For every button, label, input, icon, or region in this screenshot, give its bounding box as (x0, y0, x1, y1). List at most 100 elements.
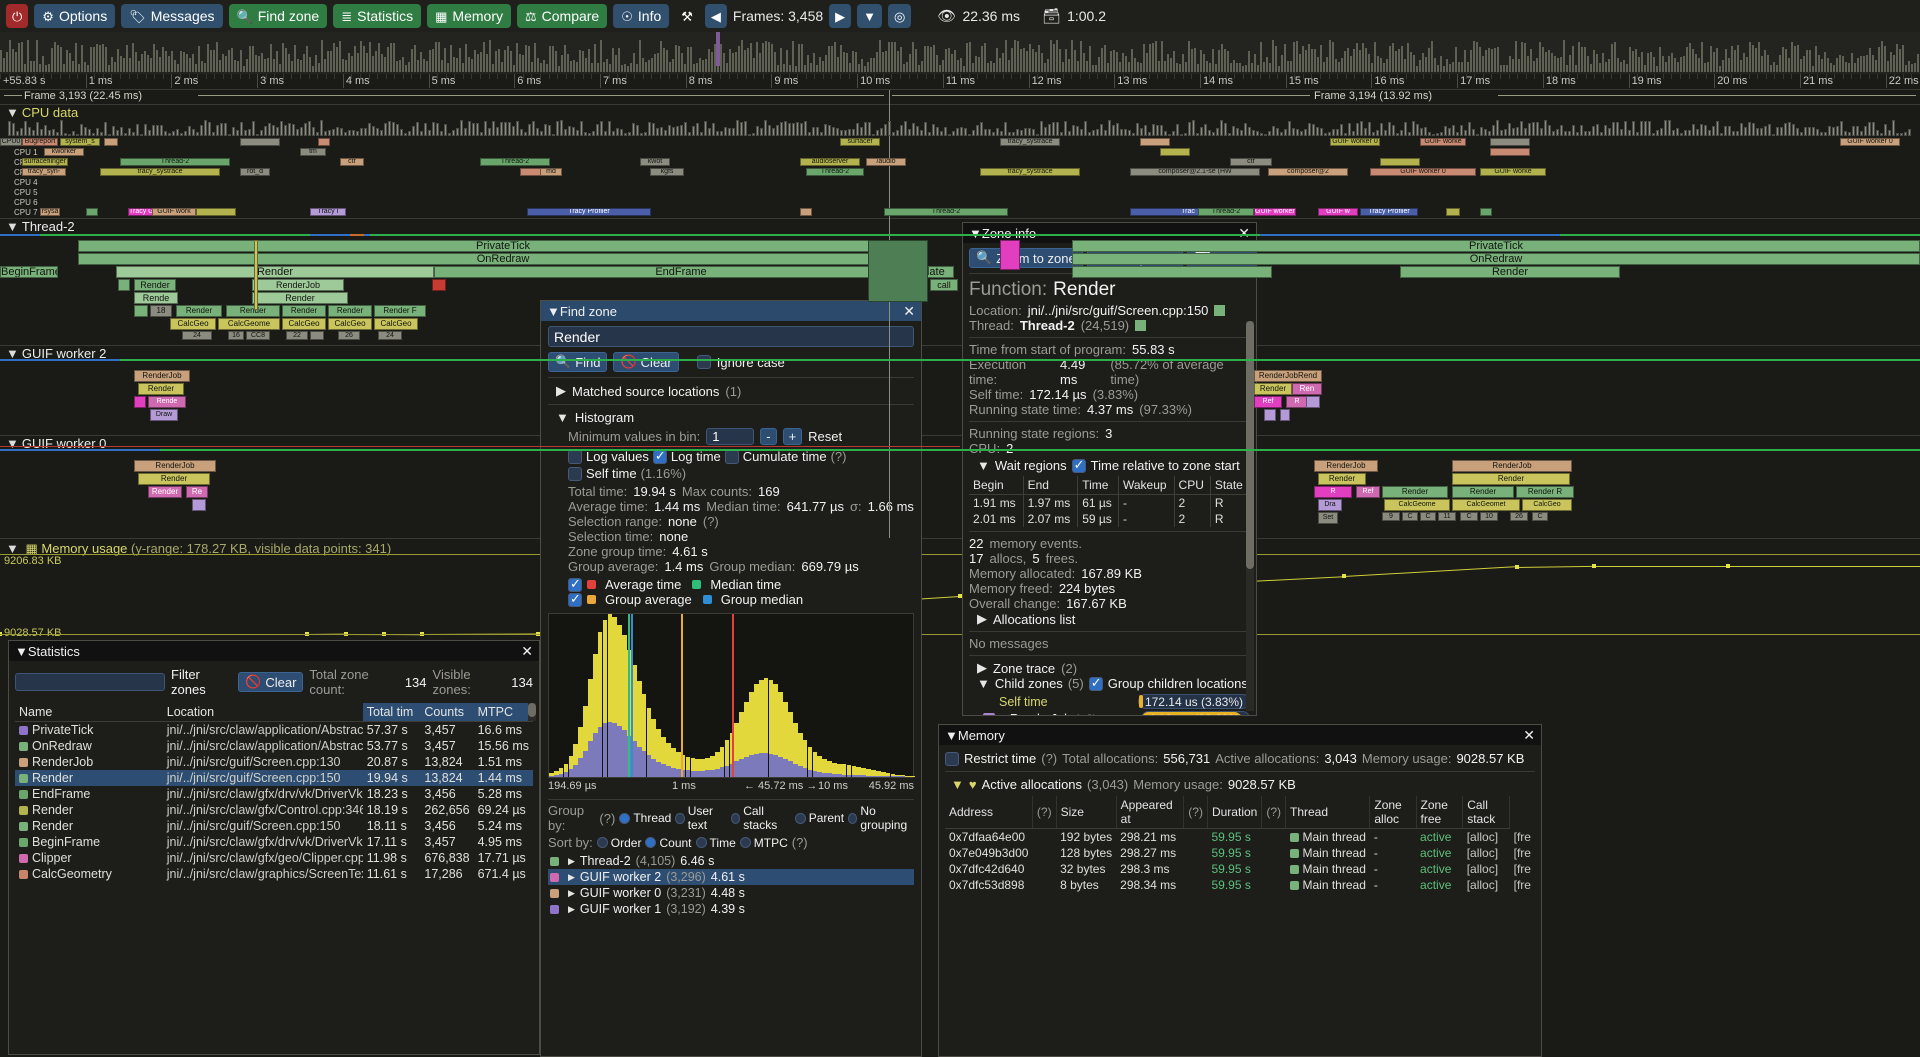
timeline-zone[interactable] (1768, 124, 1771, 136)
track-header-memory-usage[interactable]: ▼ ▦ Memory usage (y-range: 178.27 KB, vi… (6, 541, 391, 556)
timeline-zone[interactable] (1756, 128, 1759, 136)
timeline-zone[interactable] (368, 122, 371, 136)
memory-plot-point[interactable] (1591, 563, 1596, 568)
timeline-zone[interactable] (200, 125, 203, 136)
zone-info-scrollbar-thumb[interactable] (1246, 321, 1254, 569)
timeline-zone[interactable]: CPU0 (0, 138, 22, 146)
selection-range-hint[interactable]: (?) (702, 514, 719, 529)
timeline-zone[interactable] (172, 130, 175, 136)
timeline-zone[interactable] (392, 121, 395, 136)
timeline-zone[interactable] (1600, 131, 1603, 136)
timeline-zone[interactable] (1040, 121, 1043, 136)
timeline-zone[interactable] (436, 123, 439, 136)
timeline-zone[interactable] (312, 127, 315, 136)
timeline-zone[interactable] (300, 126, 303, 136)
timeline-zone[interactable] (816, 126, 819, 136)
timeline-zone[interactable]: EndFrame (434, 266, 928, 278)
timeline-zone[interactable] (1328, 132, 1331, 136)
timeline-zone[interactable] (1724, 126, 1727, 136)
timeline-zone[interactable]: Tracy Profiler (1360, 208, 1418, 216)
timeline-zone[interactable] (1160, 148, 1190, 156)
close-icon[interactable]: ✕ (521, 642, 533, 659)
timeline-zone[interactable] (388, 120, 391, 136)
timeline-zone[interactable] (1636, 132, 1639, 136)
timeline-zone[interactable] (964, 128, 967, 136)
timeline-zone[interactable] (12, 122, 15, 136)
timeline-zone[interactable] (1332, 129, 1335, 136)
timeline-zone[interactable] (784, 121, 787, 136)
timeline-zone[interactable] (1000, 130, 1003, 136)
timeline-zone[interactable] (268, 123, 271, 136)
table-row[interactable]: Clipper jni/../jni/src/claw/gfx/geo/Clipp… (15, 850, 533, 866)
timeline-zone[interactable] (1416, 124, 1419, 136)
mem-col-zone-free[interactable]: Zone free (1416, 796, 1464, 829)
group-by-hint[interactable]: (?) (599, 810, 616, 826)
caret-right-icon[interactable]: ▶ (568, 887, 575, 898)
timeline-zone[interactable] (1132, 133, 1135, 136)
table-row[interactable]: Render jni/../jni/src/guif/Screen.cpp:150… (15, 770, 533, 786)
timeline-zone[interactable] (1244, 123, 1247, 136)
timeline-zone[interactable] (1352, 130, 1355, 136)
timeline-zone[interactable] (1088, 131, 1091, 136)
timeline-zone[interactable] (1264, 409, 1276, 421)
timeline-zone[interactable] (1572, 125, 1575, 136)
timeline-zone[interactable] (452, 129, 455, 136)
timeline-zone[interactable] (48, 129, 51, 136)
timeline-zone[interactable]: Render (116, 266, 434, 278)
timeline-zone[interactable] (1684, 129, 1687, 136)
timeline-zone[interactable] (1072, 266, 1272, 278)
timeline-zone[interactable] (192, 499, 206, 511)
timeline-zone[interactable] (732, 127, 735, 136)
timeline-zone[interactable] (1580, 125, 1583, 136)
timeline-zone[interactable] (688, 131, 691, 136)
timeline-zone[interactable] (1804, 126, 1807, 136)
timeline-zone[interactable] (1504, 129, 1507, 136)
timeline-zone[interactable] (868, 121, 871, 136)
timeline-zone[interactable] (1312, 124, 1315, 136)
timeline-zone[interactable] (1836, 126, 1839, 136)
timeline-zone[interactable] (152, 124, 155, 136)
timeline-zone[interactable] (244, 129, 247, 136)
timeline-zone[interactable] (1620, 129, 1623, 136)
timeline-zone[interactable] (960, 127, 963, 136)
timeline-zone[interactable] (996, 127, 999, 136)
timeline-zone[interactable] (492, 120, 495, 136)
timeline-zone[interactable] (800, 123, 803, 136)
timeline-zone[interactable] (928, 132, 931, 136)
timeline-zone[interactable] (920, 129, 923, 136)
timeline-zone[interactable] (380, 129, 383, 136)
timeline-zone[interactable]: kwot (640, 158, 670, 166)
timeline-zone[interactable] (1844, 131, 1847, 136)
timeline-zone[interactable]: Thread-2 (1198, 208, 1254, 216)
timeline-zone[interactable] (620, 128, 623, 136)
timeline-zone[interactable]: CalcGeome (1384, 499, 1450, 511)
timeline-zone[interactable] (536, 127, 539, 136)
sort-by-option-count[interactable]: Count (645, 836, 692, 850)
timeline-zone[interactable]: GUIF work (152, 208, 196, 216)
guif-worker-2-rows[interactable]: RenderJob Render Rende Draw RenderJobRend Ren… (0, 356, 1920, 430)
timeline-zone[interactable] (496, 127, 499, 136)
timeline-zone[interactable] (1232, 126, 1235, 136)
timeline-zone[interactable] (916, 126, 919, 136)
timeline-zone[interactable] (1156, 124, 1159, 136)
timeline-zone[interactable]: 18 (150, 305, 172, 317)
timeline-zone[interactable] (776, 124, 779, 136)
group-by-option-thread[interactable]: Thread (619, 811, 671, 825)
timeline-zone[interactable] (220, 123, 223, 136)
timeline-zone[interactable] (900, 125, 903, 136)
timeline-zone[interactable] (716, 131, 719, 136)
timeline-zone[interactable] (628, 132, 631, 136)
timeline-zone[interactable] (668, 124, 671, 136)
timeline-zone[interactable]: kgfs (650, 168, 684, 176)
timeline-zone[interactable]: Tracy GUIFGUIF work (128, 208, 154, 216)
timeline-zone[interactable] (1900, 133, 1903, 136)
timeline-zone[interactable] (612, 131, 615, 136)
table-row[interactable]: 0x7dfc53d898 8 bytes 298.34 ms 59.95 s Main … (945, 877, 1535, 893)
restrict-time-hint[interactable]: (?) (1041, 751, 1058, 766)
timeline-zone[interactable] (836, 128, 839, 136)
statistics-button[interactable]: ≣ Statistics (333, 4, 422, 28)
timeline-zone[interactable] (532, 121, 535, 136)
timeline-zone[interactable] (1440, 132, 1443, 136)
timeline-zone[interactable] (1848, 131, 1851, 136)
timeline-zone[interactable]: CC8 (246, 331, 270, 340)
